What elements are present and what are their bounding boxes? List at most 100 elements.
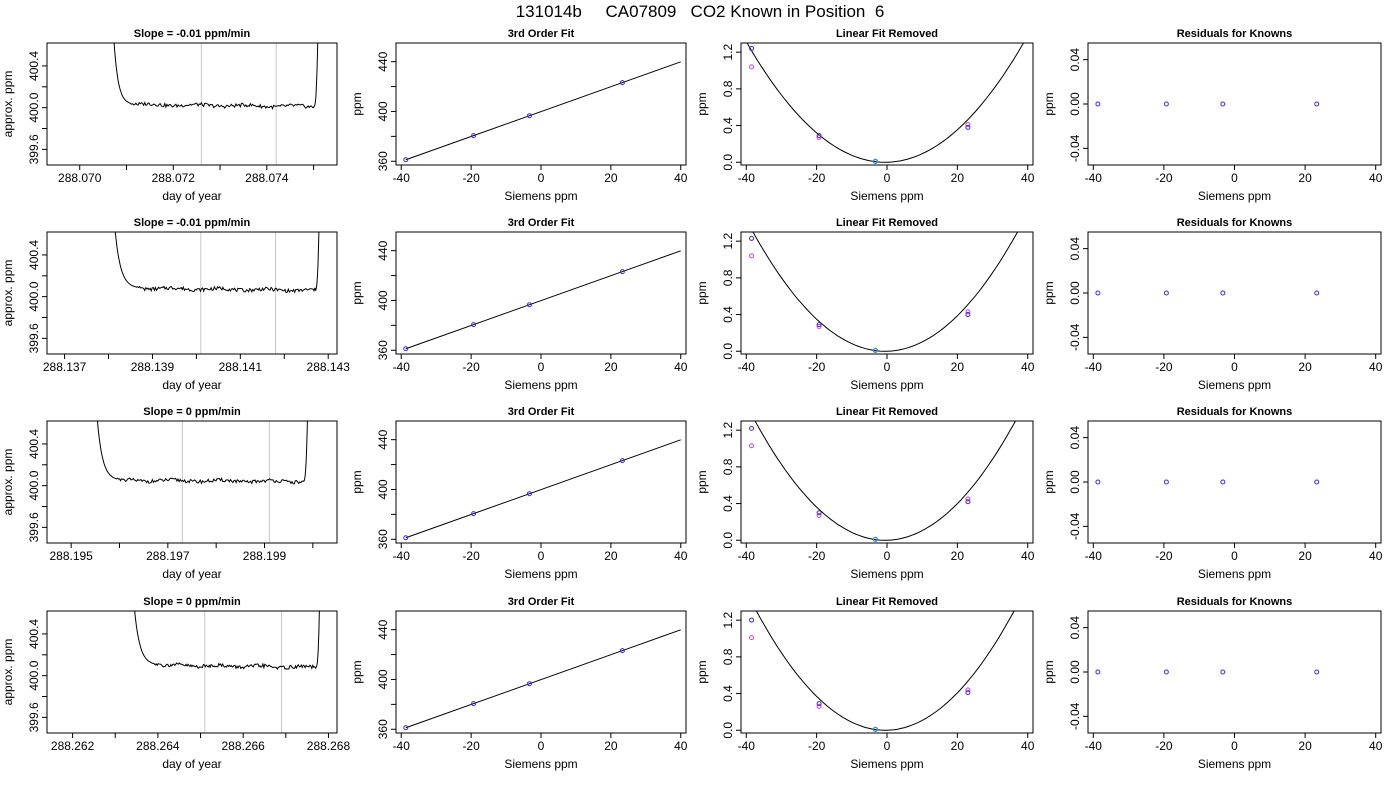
- y-axis-label: ppm: [1042, 470, 1056, 493]
- x-tick-label: 0: [538, 171, 545, 185]
- y-tick-label: 0.4: [721, 495, 735, 512]
- panel-title: Residuals for Knowns: [1177, 28, 1293, 40]
- panel-data: [403, 439, 681, 541]
- x-tick-label: -20: [808, 360, 826, 374]
- panel-title: Linear Fit Removed: [836, 217, 938, 229]
- data-point-magenta: [965, 496, 971, 502]
- panel-title: 3rd Order Fit: [508, 596, 575, 608]
- panel-data: [749, 232, 1019, 353]
- data-point-magenta: [749, 64, 755, 70]
- data-point: [526, 113, 532, 119]
- x-tick-label: 20: [951, 171, 965, 185]
- x-tick-label: 288.199: [243, 549, 287, 563]
- panel-data: [1095, 101, 1320, 107]
- y-axis-label: approx. ppm: [1, 260, 15, 327]
- data-point: [471, 322, 477, 328]
- x-tick-label: 20: [951, 739, 965, 753]
- data-point-magenta: [816, 323, 822, 329]
- y-axis-label: approx. ppm: [1, 449, 15, 516]
- fit-line: [405, 250, 681, 350]
- y-tick-label: 440: [376, 240, 390, 260]
- x-tick-label: 20: [604, 739, 618, 753]
- plot-frame: [1087, 420, 1382, 544]
- y-tick-label: 399.6: [27, 323, 41, 353]
- plot-frame: [1087, 231, 1382, 355]
- x-tick-label: 40: [1369, 549, 1383, 563]
- y-tick-label: 400: [376, 290, 390, 310]
- data-point: [1163, 669, 1169, 675]
- data-point-blue: [965, 312, 971, 318]
- panel-row2-linear-removed: Linear Fit Removed Siemens ppm ppm -40 -20 0 2…: [695, 217, 1035, 392]
- x-tick-label: 40: [674, 360, 688, 374]
- data-point: [526, 681, 532, 687]
- x-tick-label: 20: [604, 171, 618, 185]
- x-tick-label: -40: [393, 171, 411, 185]
- panel-title: Slope = -0.01 ppm/min: [134, 28, 251, 40]
- x-axis-label: Siemens ppm: [504, 757, 577, 771]
- x-tick-label: 288.197: [146, 549, 190, 563]
- y-tick-label: 0.04: [1068, 616, 1082, 640]
- data-point-magenta: [965, 687, 971, 693]
- x-tick-label: -20: [1155, 739, 1173, 753]
- y-tick-label: 400.0: [27, 470, 41, 500]
- data-point-blue: [965, 690, 971, 696]
- data-point-magenta: [965, 309, 971, 315]
- x-tick-label: 40: [674, 739, 688, 753]
- plot-frame: [395, 610, 687, 734]
- panel-title: 3rd Order Fit: [508, 28, 575, 40]
- x-tick-label: -40: [393, 739, 411, 753]
- data-point: [1220, 479, 1226, 485]
- panel-row3-time: Slope = 0 ppm/min day of year approx. ppm 2…: [1, 406, 338, 581]
- x-tick-label: 40: [1369, 171, 1383, 185]
- panel-title: Slope = -0.01 ppm/min: [134, 217, 251, 229]
- y-tick-label: 400: [376, 479, 390, 499]
- y-tick-label: 440: [376, 51, 390, 71]
- x-tick-label: 20: [604, 360, 618, 374]
- x-tick-label: -20: [462, 549, 480, 563]
- y-tick-label: 440: [376, 429, 390, 449]
- data-point: [619, 648, 625, 654]
- y-tick-label: 0.0: [721, 532, 735, 549]
- plot-frame: [740, 420, 1034, 544]
- plot-frame: [46, 610, 338, 734]
- panel-title: Linear Fit Removed: [836, 28, 938, 40]
- plot-frame: [46, 231, 338, 355]
- x-tick-label: 0: [884, 360, 891, 374]
- x-tick-label: 0: [1231, 171, 1238, 185]
- y-tick-label: 1.2: [721, 422, 735, 439]
- panel-data: [403, 250, 681, 352]
- panel-data: [1095, 479, 1320, 485]
- x-tick-label: 40: [1021, 549, 1035, 563]
- x-axis-label: Siemens ppm: [850, 567, 923, 581]
- y-tick-label: 0.0: [721, 154, 735, 171]
- x-tick-label: -40: [1085, 360, 1103, 374]
- y-axis-label: ppm: [350, 92, 364, 115]
- data-point: [403, 725, 409, 731]
- y-tick-label: 400: [376, 101, 390, 121]
- x-axis-label: Siemens ppm: [504, 189, 577, 203]
- x-tick-label: -20: [808, 171, 826, 185]
- data-point-cyan: [872, 536, 878, 542]
- x-tick-label: -20: [462, 739, 480, 753]
- x-axis-label: Siemens ppm: [850, 757, 923, 771]
- panel-row4-fit: 3rd Order Fit Siemens ppm ppm -40 -20 0 20 40 36…: [350, 596, 688, 771]
- x-tick-label: 288.070: [58, 171, 102, 185]
- y-tick-label: 400.4: [27, 240, 41, 270]
- x-tick-label: -40: [738, 360, 756, 374]
- y-tick-label: -0.04: [1068, 323, 1082, 351]
- data-point-cyan: [872, 726, 878, 732]
- y-tick-label: 0.8: [721, 458, 735, 475]
- x-tick-label: 40: [674, 549, 688, 563]
- data-point-blue: [816, 133, 822, 139]
- panel-row2-time: Slope = -0.01 ppm/min day of year approx. …: [1, 217, 350, 392]
- data-point: [1314, 290, 1320, 296]
- panel-title: 3rd Order Fit: [508, 217, 575, 229]
- x-tick-label: -20: [1155, 171, 1173, 185]
- plot-frame: [46, 420, 338, 544]
- x-tick-label: 288.262: [51, 739, 95, 753]
- y-tick-label: 0.8: [721, 80, 735, 97]
- x-tick-label: 40: [1021, 171, 1035, 185]
- y-tick-label: 0.00: [1068, 470, 1082, 494]
- y-tick-label: 360: [376, 719, 390, 739]
- y-tick-label: 0.04: [1068, 426, 1082, 450]
